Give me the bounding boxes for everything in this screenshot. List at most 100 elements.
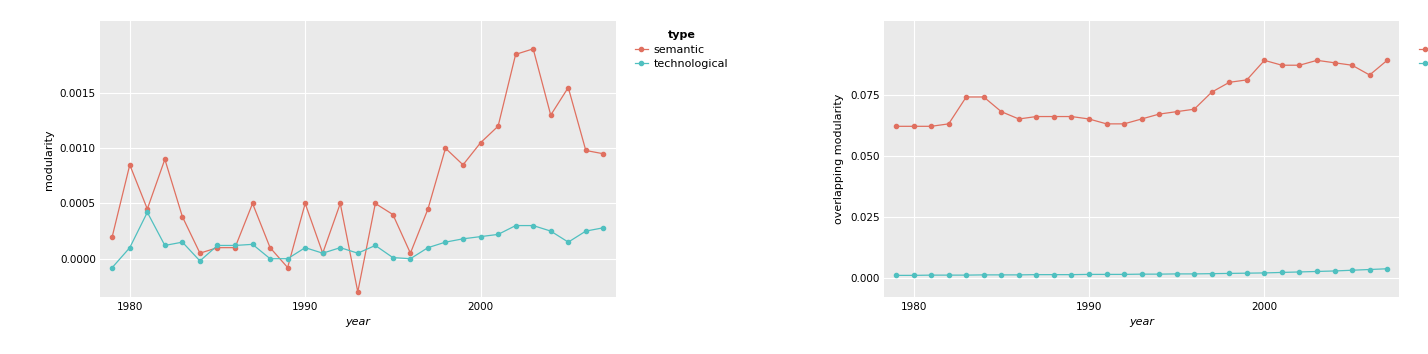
technological: [543, 229, 560, 233]
technological: [278, 257, 296, 261]
technological: [191, 259, 208, 263]
semantic: [887, 124, 904, 129]
technological: [139, 210, 156, 215]
semantic: [992, 109, 1010, 114]
semantic: [507, 52, 524, 57]
technological: [1344, 268, 1361, 272]
technological: [958, 273, 975, 277]
semantic: [1274, 63, 1291, 67]
semantic: [1308, 58, 1325, 62]
X-axis label: year: year: [346, 317, 370, 327]
semantic: [227, 246, 244, 250]
semantic: [1132, 117, 1150, 121]
technological: [1062, 273, 1080, 277]
Line: semantic: semantic: [894, 58, 1389, 129]
technological: [314, 251, 331, 255]
technological: [577, 229, 594, 233]
semantic: [595, 152, 613, 156]
semantic: [975, 95, 992, 99]
technological: [507, 223, 524, 228]
technological: [331, 246, 348, 250]
semantic: [922, 124, 940, 129]
technological: [227, 243, 244, 247]
semantic: [577, 148, 594, 153]
technological: [156, 243, 173, 247]
semantic: [1238, 78, 1255, 82]
semantic: [1221, 80, 1238, 85]
semantic: [1028, 114, 1045, 119]
semantic: [244, 201, 261, 206]
semantic: [490, 124, 507, 128]
technological: [922, 273, 940, 277]
semantic: [940, 122, 957, 126]
technological: [121, 246, 139, 250]
technological: [437, 240, 454, 244]
technological: [104, 266, 121, 270]
X-axis label: year: year: [1130, 317, 1154, 327]
Legend: semantic, technological: semantic, technological: [1415, 27, 1428, 73]
semantic: [560, 85, 577, 90]
semantic: [1098, 122, 1115, 126]
Y-axis label: overlapping modularity: overlapping modularity: [834, 94, 844, 224]
technological: [473, 234, 490, 239]
semantic: [174, 215, 191, 219]
semantic: [1361, 73, 1378, 77]
technological: [1378, 267, 1395, 271]
semantic: [191, 251, 208, 255]
semantic: [261, 246, 278, 250]
technological: [384, 256, 401, 260]
technological: [454, 237, 471, 241]
technological: [1028, 273, 1045, 277]
technological: [1308, 269, 1325, 274]
technological: [560, 240, 577, 244]
semantic: [156, 157, 173, 161]
Line: technological: technological: [110, 210, 605, 270]
semantic: [1291, 63, 1308, 67]
semantic: [1204, 90, 1221, 94]
semantic: [1185, 107, 1202, 111]
semantic: [958, 95, 975, 99]
technological: [208, 243, 226, 247]
technological: [367, 243, 384, 247]
Y-axis label: modularity: modularity: [44, 129, 54, 190]
semantic: [121, 163, 139, 167]
technological: [992, 273, 1010, 277]
semantic: [905, 124, 922, 129]
technological: [1132, 272, 1150, 276]
technological: [887, 273, 904, 278]
technological: [1221, 271, 1238, 275]
technological: [1168, 272, 1185, 276]
semantic: [1344, 63, 1361, 67]
semantic: [208, 246, 226, 250]
technological: [1010, 273, 1027, 277]
technological: [1204, 272, 1221, 276]
semantic: [297, 201, 314, 206]
semantic: [314, 251, 331, 255]
technological: [174, 240, 191, 244]
semantic: [350, 290, 367, 294]
technological: [595, 225, 613, 230]
technological: [1081, 272, 1098, 276]
technological: [297, 246, 314, 250]
semantic: [454, 163, 471, 167]
semantic: [1010, 117, 1027, 121]
technological: [1361, 267, 1378, 272]
semantic: [543, 113, 560, 117]
technological: [1098, 272, 1115, 276]
technological: [244, 242, 261, 246]
semantic: [524, 47, 541, 51]
semantic: [1115, 122, 1132, 126]
technological: [1327, 269, 1344, 273]
semantic: [331, 201, 348, 206]
semantic: [139, 207, 156, 211]
semantic: [367, 201, 384, 206]
semantic: [1081, 117, 1098, 121]
semantic: [437, 146, 454, 150]
Line: semantic: semantic: [110, 47, 605, 294]
technological: [1274, 270, 1291, 275]
semantic: [384, 212, 401, 217]
technological: [1291, 270, 1308, 274]
semantic: [1151, 112, 1168, 116]
technological: [1238, 271, 1255, 275]
semantic: [473, 141, 490, 145]
